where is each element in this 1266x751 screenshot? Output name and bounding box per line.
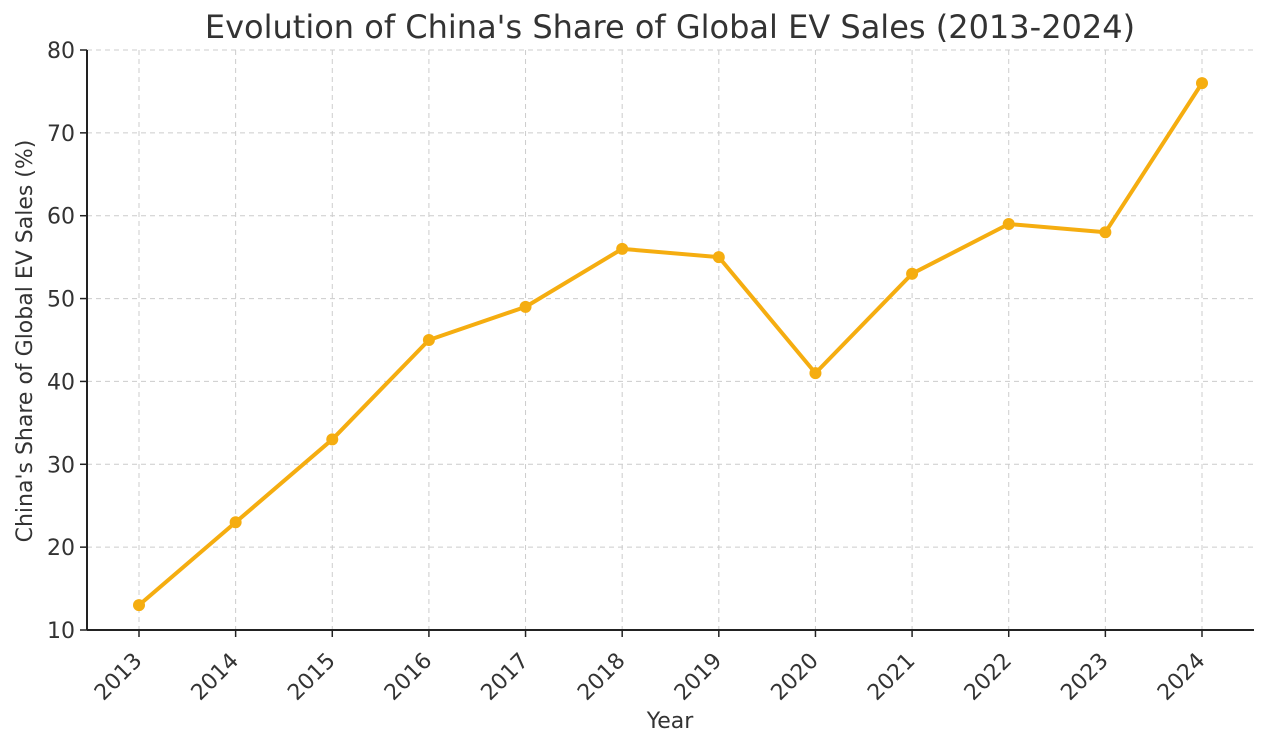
data-point-2014 <box>229 516 242 529</box>
y-tick-label: 60 <box>47 205 75 230</box>
data-point-2013 <box>133 599 145 612</box>
x-tick-label: 2017 <box>477 648 534 705</box>
x-axis-label: Year <box>646 709 695 734</box>
data-point-2018 <box>616 242 629 255</box>
y-tick-label: 50 <box>47 288 75 313</box>
x-tick-label: 2016 <box>380 648 437 705</box>
chart-title: Evolution of China's Share of Global EV … <box>205 8 1135 46</box>
series-layer <box>133 77 1208 612</box>
data-point-2017 <box>519 300 532 313</box>
data-point-2019 <box>712 251 725 264</box>
x-tick-label: 2023 <box>1056 648 1113 705</box>
x-tick-label: 2021 <box>863 648 920 705</box>
series-line <box>137 81 1204 608</box>
data-point-2015 <box>326 433 339 446</box>
x-tick-label: 2013 <box>90 648 147 705</box>
data-point-2021 <box>906 267 919 280</box>
grid-lines <box>87 49 1254 630</box>
data-point-2022 <box>1002 218 1015 230</box>
x-tick-label: 2020 <box>767 648 824 705</box>
y-tick-label: 30 <box>47 453 75 478</box>
y-tick-label: 20 <box>47 536 75 561</box>
x-tick-label: 2024 <box>1153 648 1210 705</box>
x-tick-label: 2015 <box>283 648 340 705</box>
data-point-2020 <box>809 367 822 380</box>
y-tick-label: 70 <box>47 122 75 147</box>
data-point-2024 <box>1196 77 1208 90</box>
data-point-2016 <box>422 334 435 346</box>
y-tick-label: 80 <box>47 39 75 64</box>
x-tick-label: 2018 <box>573 648 630 705</box>
y-tick-label: 10 <box>47 619 75 644</box>
x-tick-label: 2019 <box>670 648 727 705</box>
x-tick-label: 2022 <box>960 648 1017 705</box>
x-tick-label: 2014 <box>187 648 244 705</box>
data-point-2023 <box>1099 226 1112 239</box>
y-axis-label: China's Share of Global EV Sales (%) <box>13 140 38 543</box>
y-tick-label: 40 <box>47 370 75 395</box>
axes: 10 20 30 40 50 60 70 80 2013 2014 2015 2016 2017 2018… <box>47 39 1254 706</box>
